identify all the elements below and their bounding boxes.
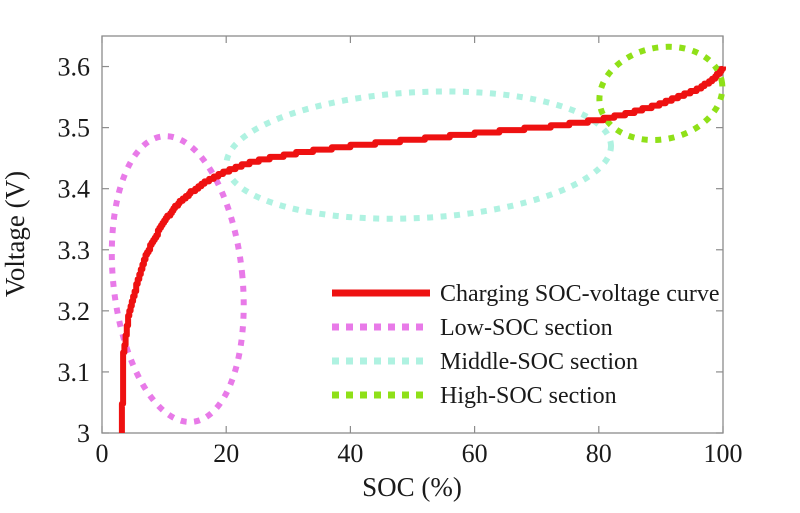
y-tick-label: 3.5 <box>58 114 91 143</box>
legend-item-high-soc: High-SOC section <box>332 383 617 409</box>
x-axis-title: SOC (%) <box>362 472 462 502</box>
x-tick-label: 60 <box>462 439 488 468</box>
legend: Charging SOC-voltage curve Low-SOC secti… <box>332 281 720 409</box>
y-tick-label: 3.4 <box>58 175 91 204</box>
x-tick-labels: 0 20 40 60 80 100 <box>96 439 743 468</box>
middle-soc-section-ellipse <box>223 88 614 222</box>
legend-item-charging-curve: Charging SOC-voltage curve <box>332 281 720 307</box>
y-tick-label: 3.3 <box>58 236 91 265</box>
legend-label-high-soc: High-SOC section <box>440 383 617 409</box>
legend-label-low-soc: Low-SOC section <box>440 315 613 341</box>
low-soc-section-ellipse <box>108 133 247 425</box>
y-axis-title: Voltage (V) <box>0 171 30 297</box>
legend-label-middle-soc: Middle-SOC section <box>440 349 638 375</box>
annotation-ellipses <box>108 43 726 425</box>
y-tick-label: 3.1 <box>58 358 91 387</box>
x-tick-label: 80 <box>586 439 612 468</box>
charging-curve-line <box>118 66 726 433</box>
x-tick-label: 20 <box>213 439 239 468</box>
legend-item-middle-soc: Middle-SOC section <box>332 349 638 375</box>
tick-marks <box>101 36 724 434</box>
y-tick-label: 3.2 <box>58 297 91 326</box>
y-tick-labels: 3 3.1 3.2 3.3 3.4 3.5 3.6 <box>58 53 91 448</box>
x-tick-label: 0 <box>96 439 109 468</box>
x-tick-label: 100 <box>704 439 743 468</box>
plot-frame <box>101 35 724 434</box>
y-tick-label: 3.6 <box>58 53 91 82</box>
legend-label-charging-curve: Charging SOC-voltage curve <box>440 281 720 307</box>
y-tick-label: 3 <box>77 419 90 448</box>
legend-item-low-soc: Low-SOC section <box>332 315 613 341</box>
high-soc-section-ellipse <box>596 43 726 144</box>
x-tick-label: 40 <box>337 439 363 468</box>
